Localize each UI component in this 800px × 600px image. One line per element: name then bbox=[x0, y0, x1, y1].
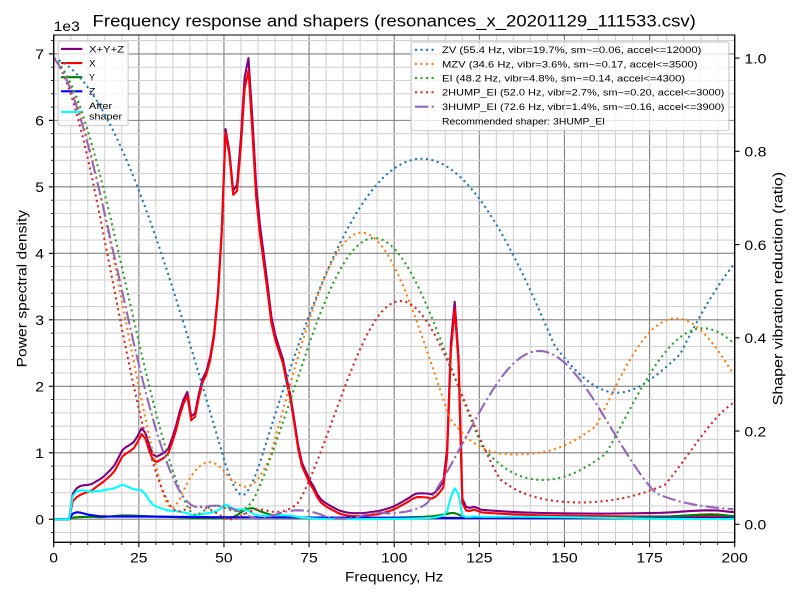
svg-text:0: 0 bbox=[35, 512, 44, 528]
svg-text:MZV (34.6 Hz, vibr=3.6%, sm~=0: MZV (34.6 Hz, vibr=3.6%, sm~=0.17, accel… bbox=[442, 59, 697, 70]
svg-text:4: 4 bbox=[35, 246, 44, 262]
svg-text:25: 25 bbox=[130, 550, 148, 566]
svg-text:0.6: 0.6 bbox=[744, 237, 766, 253]
svg-text:0.2: 0.2 bbox=[744, 423, 766, 439]
svg-text:0: 0 bbox=[49, 550, 58, 566]
svg-text:X+Y+Z: X+Y+Z bbox=[89, 44, 124, 55]
svg-text:0.4: 0.4 bbox=[744, 330, 766, 346]
svg-text:5: 5 bbox=[35, 179, 44, 195]
svg-text:X: X bbox=[89, 58, 96, 69]
svg-text:Y: Y bbox=[89, 73, 95, 84]
svg-text:Z: Z bbox=[89, 87, 96, 98]
svg-text:150: 150 bbox=[551, 550, 578, 566]
svg-text:EI (48.2 Hz, vibr=4.8%, sm~=0.: EI (48.2 Hz, vibr=4.8%, sm~=0.14, accel<… bbox=[442, 73, 685, 84]
svg-text:Frequency response and shapers: Frequency response and shapers (resonanc… bbox=[93, 12, 696, 31]
svg-text:shaper: shaper bbox=[89, 112, 123, 123]
svg-text:125: 125 bbox=[466, 550, 493, 566]
svg-text:Recommended shaper: 3HUMP_EI: Recommended shaper: 3HUMP_EI bbox=[442, 116, 605, 127]
svg-text:100: 100 bbox=[381, 550, 408, 566]
svg-text:6: 6 bbox=[35, 113, 44, 129]
svg-text:7: 7 bbox=[35, 46, 44, 62]
svg-text:1.0: 1.0 bbox=[744, 50, 766, 66]
svg-text:1: 1 bbox=[35, 445, 44, 461]
svg-text:ZV (55.4 Hz, vibr=19.7%, sm~=0: ZV (55.4 Hz, vibr=19.7%, sm~=0.06, accel… bbox=[442, 45, 701, 56]
svg-text:2HUMP_EI (52.0 Hz, vibr=2.7%,: 2HUMP_EI (52.0 Hz, vibr=2.7%, sm~=0.20, … bbox=[442, 88, 724, 99]
svg-text:Shaper vibration reduction (ra: Shaper vibration reduction (ratio) bbox=[770, 172, 786, 405]
svg-text:After: After bbox=[89, 101, 113, 112]
svg-text:Power spectral density: Power spectral density bbox=[14, 210, 30, 368]
svg-text:3: 3 bbox=[35, 312, 44, 328]
svg-text:Frequency, Hz: Frequency, Hz bbox=[345, 569, 443, 585]
svg-text:175: 175 bbox=[636, 550, 663, 566]
svg-text:0.8: 0.8 bbox=[744, 144, 766, 160]
svg-text:0.0: 0.0 bbox=[744, 517, 766, 533]
svg-text:75: 75 bbox=[300, 550, 318, 566]
svg-text:200: 200 bbox=[722, 550, 749, 566]
svg-text:3HUMP_EI (72.6 Hz, vibr=1.4%,: 3HUMP_EI (72.6 Hz, vibr=1.4%, sm~=0.16, … bbox=[442, 102, 724, 113]
svg-text:2: 2 bbox=[35, 379, 44, 395]
svg-text:50: 50 bbox=[215, 550, 233, 566]
svg-text:1e3: 1e3 bbox=[54, 18, 80, 34]
